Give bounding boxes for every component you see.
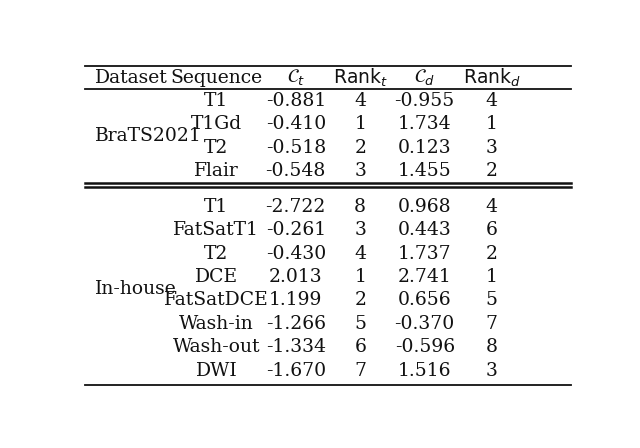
Text: 0.123: 0.123 bbox=[398, 139, 452, 157]
Text: 2: 2 bbox=[355, 139, 366, 157]
Text: 5: 5 bbox=[486, 292, 498, 310]
Text: Wash-out: Wash-out bbox=[173, 338, 260, 356]
Text: 1: 1 bbox=[486, 268, 498, 286]
Text: 6: 6 bbox=[355, 338, 366, 356]
Text: 4: 4 bbox=[486, 198, 498, 215]
Text: 1.737: 1.737 bbox=[398, 245, 452, 263]
Text: 3: 3 bbox=[355, 221, 366, 239]
Text: 3: 3 bbox=[355, 163, 366, 181]
Text: 8: 8 bbox=[355, 198, 366, 215]
Text: 1.516: 1.516 bbox=[398, 362, 451, 380]
Text: 1: 1 bbox=[486, 116, 498, 134]
Text: -2.722: -2.722 bbox=[266, 198, 326, 215]
Text: -0.261: -0.261 bbox=[266, 221, 326, 239]
Text: 5: 5 bbox=[355, 315, 366, 333]
Text: -0.596: -0.596 bbox=[395, 338, 455, 356]
Text: $\mathrm{Rank}_d$: $\mathrm{Rank}_d$ bbox=[463, 66, 520, 89]
Text: $\mathcal{C}_t$: $\mathcal{C}_t$ bbox=[287, 67, 305, 88]
Text: Wash-in: Wash-in bbox=[179, 315, 254, 333]
Text: T1: T1 bbox=[204, 92, 228, 110]
Text: -0.955: -0.955 bbox=[395, 92, 455, 110]
Text: 1: 1 bbox=[355, 268, 366, 286]
Text: $\mathrm{Rank}_t$: $\mathrm{Rank}_t$ bbox=[333, 66, 388, 89]
Text: FatSatT1: FatSatT1 bbox=[173, 221, 259, 239]
Text: 7: 7 bbox=[486, 315, 498, 333]
Text: T1Gd: T1Gd bbox=[191, 116, 242, 134]
Text: T2: T2 bbox=[204, 139, 228, 157]
Text: 3: 3 bbox=[486, 362, 498, 380]
Text: -0.518: -0.518 bbox=[266, 139, 326, 157]
Text: 0.656: 0.656 bbox=[398, 292, 452, 310]
Text: -1.334: -1.334 bbox=[266, 338, 326, 356]
Text: 2: 2 bbox=[486, 245, 498, 263]
Text: 1: 1 bbox=[355, 116, 366, 134]
Text: In-house: In-house bbox=[95, 280, 177, 298]
Text: $\mathcal{C}_d$: $\mathcal{C}_d$ bbox=[414, 67, 435, 88]
Text: 4: 4 bbox=[355, 245, 366, 263]
Text: 0.968: 0.968 bbox=[398, 198, 452, 215]
Text: -0.430: -0.430 bbox=[266, 245, 326, 263]
Text: 6: 6 bbox=[486, 221, 498, 239]
Text: 4: 4 bbox=[486, 92, 498, 110]
Text: -1.670: -1.670 bbox=[266, 362, 326, 380]
Text: -1.266: -1.266 bbox=[266, 315, 326, 333]
Text: 1.455: 1.455 bbox=[398, 163, 452, 181]
Text: T1: T1 bbox=[204, 198, 228, 215]
Text: 1.734: 1.734 bbox=[398, 116, 452, 134]
Text: 2.741: 2.741 bbox=[398, 268, 452, 286]
Text: 4: 4 bbox=[355, 92, 366, 110]
Text: -0.881: -0.881 bbox=[266, 92, 326, 110]
Text: 3: 3 bbox=[486, 139, 498, 157]
Text: Flair: Flair bbox=[194, 163, 239, 181]
Text: 2: 2 bbox=[486, 163, 498, 181]
Text: -0.548: -0.548 bbox=[266, 163, 326, 181]
Text: 2.013: 2.013 bbox=[269, 268, 323, 286]
Text: BraTS2021: BraTS2021 bbox=[95, 127, 202, 145]
Text: Dataset: Dataset bbox=[95, 69, 168, 86]
Text: 7: 7 bbox=[355, 362, 366, 380]
Text: DCE: DCE bbox=[195, 268, 238, 286]
Text: 8: 8 bbox=[486, 338, 498, 356]
Text: T2: T2 bbox=[204, 245, 228, 263]
Text: 0.443: 0.443 bbox=[398, 221, 452, 239]
Text: 2: 2 bbox=[355, 292, 366, 310]
Text: Sequence: Sequence bbox=[170, 69, 262, 86]
Text: FatSatDCE: FatSatDCE bbox=[164, 292, 269, 310]
Text: 1.199: 1.199 bbox=[269, 292, 323, 310]
Text: -0.410: -0.410 bbox=[266, 116, 326, 134]
Text: -0.370: -0.370 bbox=[395, 315, 455, 333]
Text: DWI: DWI bbox=[196, 362, 237, 380]
